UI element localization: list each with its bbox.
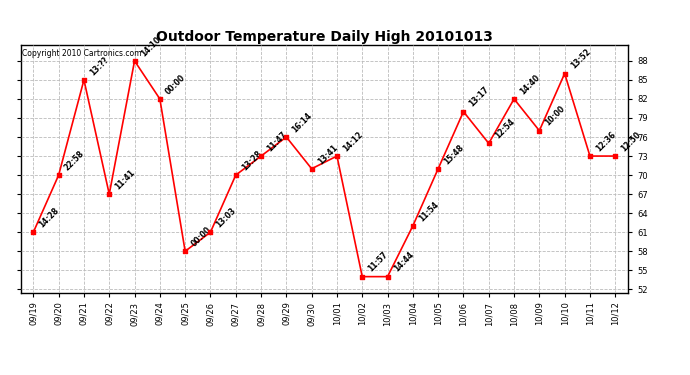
Text: 12:36: 12:36 bbox=[594, 130, 618, 153]
Text: 11:54: 11:54 bbox=[417, 200, 440, 223]
Point bbox=[155, 96, 166, 102]
Point bbox=[28, 229, 39, 235]
Text: 13:??: 13:?? bbox=[88, 55, 110, 77]
Text: 12:54: 12:54 bbox=[493, 117, 516, 141]
Point bbox=[458, 109, 469, 115]
Point bbox=[407, 223, 418, 229]
Text: 00:00: 00:00 bbox=[189, 225, 213, 249]
Point bbox=[306, 166, 317, 172]
Text: 13:17: 13:17 bbox=[468, 86, 491, 109]
Text: 16:14: 16:14 bbox=[290, 111, 314, 134]
Text: 13:41: 13:41 bbox=[316, 142, 339, 166]
Point bbox=[559, 70, 570, 76]
Text: 10:00: 10:00 bbox=[544, 105, 567, 128]
Text: Copyright 2010 Cartronics.com: Copyright 2010 Cartronics.com bbox=[22, 49, 141, 58]
Text: 14:40: 14:40 bbox=[518, 73, 542, 96]
Point bbox=[584, 153, 595, 159]
Point bbox=[357, 274, 368, 280]
Point bbox=[230, 172, 241, 178]
Point bbox=[53, 172, 64, 178]
Point bbox=[382, 274, 393, 280]
Text: 14:44: 14:44 bbox=[392, 251, 415, 274]
Point bbox=[129, 58, 140, 64]
Text: 12:50: 12:50 bbox=[620, 130, 643, 153]
Point bbox=[179, 248, 190, 254]
Point bbox=[509, 96, 520, 102]
Point bbox=[79, 77, 90, 83]
Point bbox=[104, 191, 115, 197]
Text: 13:03: 13:03 bbox=[215, 206, 238, 230]
Point bbox=[281, 134, 292, 140]
Point bbox=[534, 128, 545, 134]
Point bbox=[610, 153, 621, 159]
Title: Outdoor Temperature Daily High 20101013: Outdoor Temperature Daily High 20101013 bbox=[156, 30, 493, 44]
Point bbox=[483, 140, 494, 146]
Text: 14:12: 14:12 bbox=[341, 130, 364, 153]
Text: 11:41: 11:41 bbox=[113, 168, 137, 191]
Text: 13:52: 13:52 bbox=[569, 48, 592, 71]
Text: 11:57: 11:57 bbox=[366, 251, 390, 274]
Point bbox=[255, 153, 266, 159]
Point bbox=[331, 153, 342, 159]
Text: 14:28: 14:28 bbox=[37, 206, 61, 230]
Point bbox=[205, 229, 216, 235]
Text: 15:48: 15:48 bbox=[442, 142, 466, 166]
Point bbox=[433, 166, 444, 172]
Text: 22:58: 22:58 bbox=[63, 149, 86, 172]
Text: 14:10: 14:10 bbox=[139, 34, 162, 58]
Text: 11:47: 11:47 bbox=[265, 130, 288, 153]
Text: 00:00: 00:00 bbox=[164, 73, 188, 96]
Text: 13:28: 13:28 bbox=[240, 149, 264, 172]
